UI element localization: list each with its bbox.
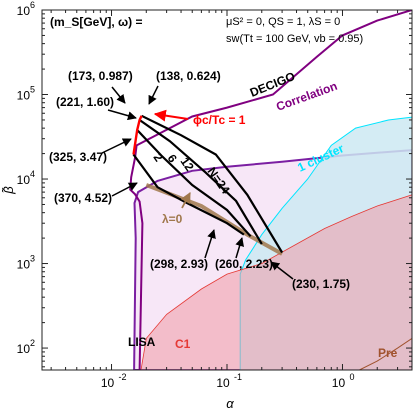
params-line-1: μS² = 0, QS = 1, λS = 0 <box>226 16 340 28</box>
annotation-arrow <box>101 138 132 154</box>
x-tick-label: 10 <box>101 376 115 390</box>
c1-region <box>140 194 412 370</box>
c1-label: C1 <box>175 337 191 351</box>
y-tick-exp: 5 <box>30 85 35 95</box>
x-axis-label: α <box>226 396 234 411</box>
annotation-arrow <box>204 229 216 259</box>
y-tick-label: 10 <box>17 4 31 18</box>
lisa-label: LISA <box>128 335 156 349</box>
annotation-label: (370, 4.52) <box>54 191 112 205</box>
header-block: (m_S[GeV], ω) = μS² = 0, QS = 1, λS = 0 … <box>50 15 363 45</box>
annotation-label: (260, 2.23) <box>215 257 273 271</box>
y-tick-label: 10 <box>17 342 31 356</box>
annotation-arrow <box>111 182 138 197</box>
curve-n24 <box>141 114 284 254</box>
annotation-arrow <box>235 237 244 259</box>
chart-header: (m_S[GeV], ω) = <box>50 15 143 29</box>
phase-label: ϕc/Tc = 1 <box>193 113 246 127</box>
x-tick-exp: -2 <box>119 372 127 382</box>
annotation-label: (138, 0.624) <box>156 69 221 83</box>
pre-label: Pre <box>378 346 398 360</box>
y-tick-exp: 2 <box>30 338 35 348</box>
phase-boundary-line <box>132 115 143 155</box>
annotation-arrow <box>111 86 126 104</box>
decigo-boundary <box>129 10 412 370</box>
annotation-label: (298, 2.93) <box>150 257 208 271</box>
y-axis-label: β̃ <box>1 186 16 195</box>
annotation-label: (325, 3.47) <box>49 150 107 164</box>
curve-12 <box>138 119 263 245</box>
y-tick-label: 10 <box>17 258 31 272</box>
lambda0-label: λ=0 <box>162 212 183 226</box>
annotation-label: (173, 0.987) <box>68 69 133 83</box>
y-tick-exp: 4 <box>30 169 35 179</box>
phase-arrow <box>153 109 189 122</box>
lambda0-arrow <box>180 192 191 209</box>
y-tick-exp: 3 <box>30 254 35 264</box>
annotation-arrow <box>148 85 159 105</box>
annotation-label: (221, 1.60) <box>56 95 114 109</box>
curve-label: 6 <box>165 152 180 166</box>
annotation-arrow <box>270 261 294 280</box>
curve-6 <box>136 129 252 238</box>
x-tick-label: 10 <box>332 376 346 390</box>
x-tick-exp: -1 <box>234 372 242 382</box>
y-tick-label: 10 <box>17 173 31 187</box>
curve-label: 2 <box>151 151 166 165</box>
x-tick-exp: 0 <box>349 372 354 382</box>
annotation-arrow <box>107 109 137 121</box>
x-tick-label: 10 <box>216 376 230 390</box>
y-tick-exp: 6 <box>30 0 35 10</box>
params-line-2: sw(Tt = 100 GeV, vb = 0.95) <box>226 33 363 45</box>
annotation-label: (230, 1.75) <box>292 277 350 291</box>
y-tick-label: 10 <box>17 89 31 103</box>
pre-region <box>359 337 412 370</box>
